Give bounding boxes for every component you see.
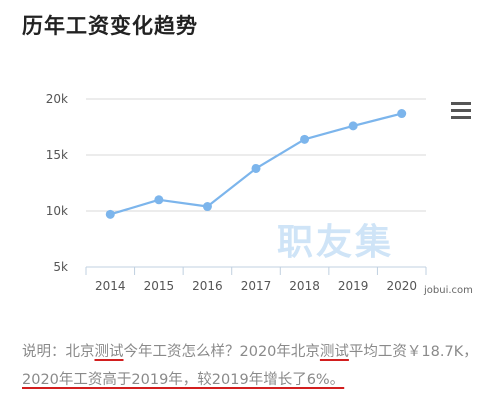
note-part-1: 说明：北京 — [22, 344, 95, 360]
chart-credit: jobui.com — [424, 285, 473, 296]
note-part-3: 今年工资怎么样？2020年北京 — [123, 344, 320, 360]
y-tick-label: 5k — [53, 260, 68, 274]
note-part-4: 测试 — [319, 344, 349, 360]
note-part-6: 2020年工资高于2019年，较2019年增长了6%。 — [22, 372, 345, 388]
x-tick-label: 2016 — [192, 279, 223, 293]
y-tick-label: 10k — [46, 204, 68, 218]
data-point — [251, 163, 261, 173]
y-tick-label: 15k — [46, 148, 68, 162]
data-point — [348, 121, 358, 131]
data-point — [154, 195, 164, 205]
watermark: 职友集 — [277, 222, 395, 263]
data-point — [300, 134, 310, 144]
note-part-2: 测试 — [94, 344, 124, 360]
x-tick-label: 2020 — [386, 279, 417, 293]
salary-note: 说明：北京测试今年工资怎么样？2020年北京测试平均工资￥18.7K，2020年… — [22, 338, 484, 394]
data-point — [105, 209, 115, 219]
data-point — [202, 202, 212, 212]
x-tick-label: 2014 — [95, 279, 126, 293]
page-title: 历年工资变化趋势 — [22, 14, 198, 38]
note-part-5: 平均工资￥18.7K， — [348, 344, 478, 360]
data-point — [397, 109, 407, 119]
x-tick-label: 2019 — [338, 279, 369, 293]
x-tick-label: 2018 — [289, 279, 320, 293]
x-tick-label: 2015 — [144, 279, 175, 293]
salary-trend-chart: 5k 10k 15k 20k 2014 2015 2016 2017 2018 2019 2020 — [46, 92, 427, 293]
chart-menu-button[interactable] — [448, 100, 474, 120]
y-tick-label: 20k — [46, 92, 68, 106]
x-tick-label: 2017 — [241, 279, 272, 293]
